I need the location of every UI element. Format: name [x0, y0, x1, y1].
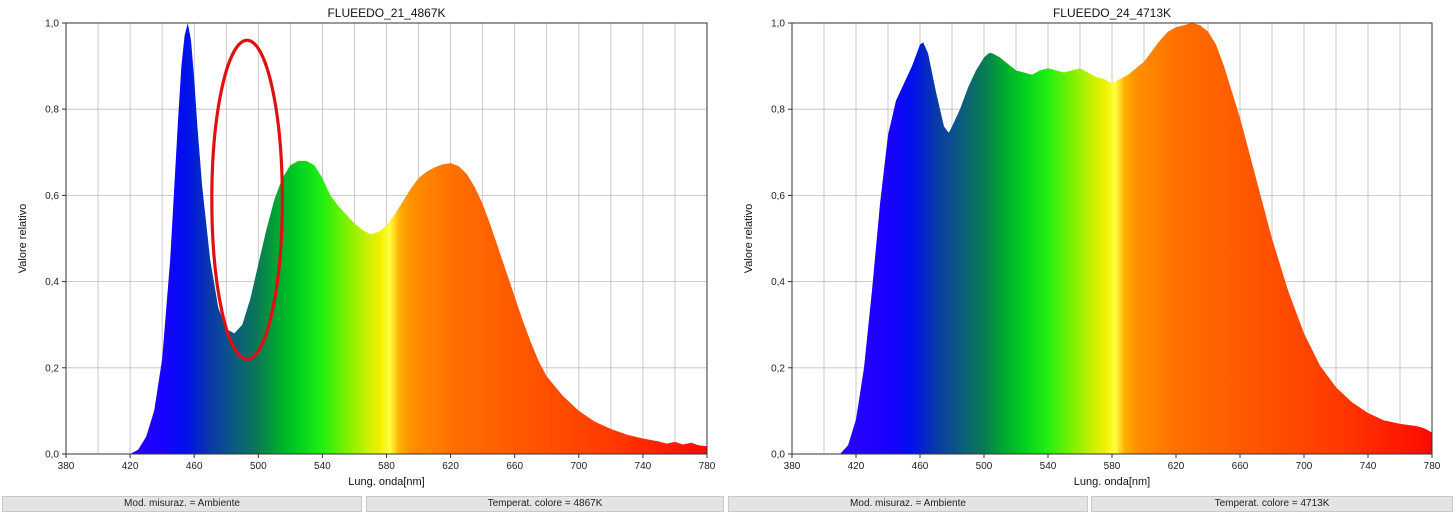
x-tick-label: 780	[699, 461, 716, 472]
chart-title: FLUEEDO_24_4713K	[1053, 6, 1171, 20]
y-axis-label: Valore relativo	[17, 204, 29, 274]
status-bar: Mod. misuraz. = Ambiente Temperat. color…	[0, 494, 1456, 514]
spectrum-charts: 380 420 460 500 540 580 620 660 700 740 780 0,0 0,2 0…	[17, 6, 1441, 488]
x-tick-label: 660	[1232, 461, 1249, 472]
x-tick-label: 460	[186, 461, 203, 472]
y-tick-label: 0,8	[45, 105, 59, 116]
y-tick-label: 0,2	[45, 363, 59, 374]
y-tick-label: 0,4	[771, 277, 785, 288]
chart-panel-2: 380 420 460 500 540 580 620 660 700 740 780 0,0 0,2 0…	[743, 6, 1441, 488]
x-tick-label: 620	[1168, 461, 1185, 472]
x-tick-label: 740	[635, 461, 652, 472]
y-tick-label: 0,0	[771, 450, 785, 461]
x-tick-label: 700	[570, 461, 587, 472]
chart-title: FLUEEDO_21_4867K	[327, 6, 445, 20]
x-tick-label: 700	[1296, 461, 1313, 472]
spectrum-area	[840, 23, 1432, 454]
measure-mode-right: Mod. misuraz. = Ambiente	[728, 496, 1088, 512]
highlight-ellipse	[210, 38, 284, 361]
y-tick-label: 1,0	[771, 19, 785, 30]
x-tick-label: 380	[784, 461, 801, 472]
x-axis-label: Lung. onda[nm]	[348, 476, 424, 488]
x-tick-label: 580	[378, 461, 395, 472]
x-axis-label: Lung. onda[nm]	[1074, 476, 1150, 488]
y-tick-label: 1,0	[45, 19, 59, 30]
y-tick-label: 0,2	[771, 363, 785, 374]
x-tick-label: 580	[1104, 461, 1121, 472]
y-tick-label: 0,6	[45, 191, 59, 202]
x-tick-label: 540	[314, 461, 331, 472]
x-tick-label: 500	[976, 461, 993, 472]
x-tick-label: 380	[58, 461, 75, 472]
color-temp-left: Temperat. colore = 4867K	[366, 496, 724, 512]
y-tick-label: 0,4	[45, 277, 59, 288]
x-tick-label: 660	[506, 461, 523, 472]
x-tick-label: 620	[442, 461, 459, 472]
x-tick-label: 540	[1040, 461, 1057, 472]
x-tick-label: 420	[848, 461, 865, 472]
x-tick-label: 740	[1360, 461, 1377, 472]
y-axis-label: Valore relativo	[743, 204, 755, 274]
x-tick-label: 780	[1424, 461, 1441, 472]
measure-mode-left: Mod. misuraz. = Ambiente	[2, 496, 362, 512]
x-tick-label: 460	[912, 461, 929, 472]
spectrum-area	[130, 23, 708, 454]
y-tick-label: 0,0	[45, 450, 59, 461]
color-temp-right: Temperat. colore = 4713K	[1091, 496, 1453, 512]
y-tick-label: 0,6	[771, 191, 785, 202]
x-tick-label: 420	[122, 461, 139, 472]
chart-panel-1: 380 420 460 500 540 580 620 660 700 740 780 0,0 0,2 0…	[17, 6, 716, 488]
x-tick-label: 500	[250, 461, 267, 472]
y-tick-label: 0,8	[771, 105, 785, 116]
